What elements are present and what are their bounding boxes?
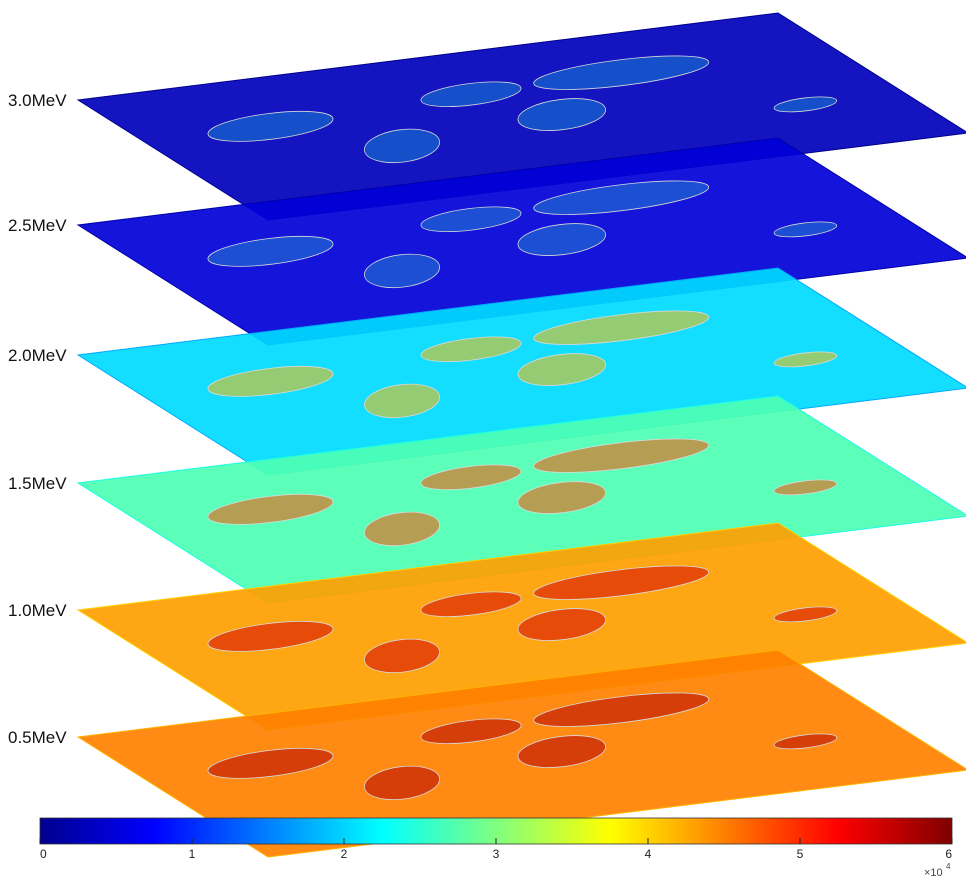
landmass <box>533 692 710 727</box>
colorbar-tick-label: 3 <box>493 847 500 861</box>
landmass <box>207 493 334 525</box>
landmass <box>364 383 440 419</box>
colorbar-tick-label: 2 <box>341 847 348 861</box>
layer-surface <box>76 137 966 346</box>
landmass <box>420 464 522 490</box>
layer-1.5MeV <box>76 395 966 604</box>
colorbar: 0 1 2 3 4 5 6 ×10 4 <box>39 817 953 878</box>
landmass <box>364 253 440 289</box>
layer-1.0MeV <box>76 522 966 731</box>
landmass <box>517 608 607 641</box>
layer-3.0MeV <box>76 12 966 221</box>
landmass <box>773 606 838 623</box>
colorbar-tick-label: 1 <box>189 847 196 861</box>
layer-label: 3.0MeV <box>8 91 67 110</box>
landmass <box>517 223 607 256</box>
colorbar-exponent: 4 <box>946 862 951 871</box>
colorbar-multiplier: ×10 <box>924 867 943 878</box>
layer-surface <box>76 12 966 221</box>
layer-2.0MeV <box>76 267 966 476</box>
landmass <box>517 735 607 768</box>
landmass <box>364 765 440 801</box>
layer-2.5MeV <box>76 137 966 346</box>
landmass <box>773 351 838 368</box>
layer-label: 1.0MeV <box>8 601 67 620</box>
landmass <box>207 110 334 142</box>
landmass <box>207 365 334 397</box>
colorbar-ticks: 0 1 2 3 4 5 6 <box>39 838 953 861</box>
layer-label: 1.5MeV <box>8 474 67 493</box>
landmass <box>517 353 607 386</box>
landmass <box>207 747 334 779</box>
landmass <box>773 733 838 750</box>
landmass <box>773 479 838 496</box>
layer-label: 2.5MeV <box>8 216 67 235</box>
layers-group <box>76 12 966 858</box>
landmass <box>420 206 522 232</box>
layer-labels: 3.0MeV 2.5MeV 2.0MeV 1.5MeV 1.0MeV 0.5MeV <box>8 91 67 747</box>
landmass <box>517 98 607 131</box>
layer-label: 0.5MeV <box>8 728 67 747</box>
landmass <box>420 336 522 362</box>
layer-label: 2.0MeV <box>8 346 67 365</box>
landmass <box>517 481 607 514</box>
colorbar-tick-label: 6 <box>945 847 952 861</box>
colorbar-tick-label: 4 <box>645 847 652 861</box>
landmass <box>207 235 334 267</box>
landmass <box>364 638 440 674</box>
layer-0.5MeV <box>76 649 966 858</box>
landmass <box>420 591 522 617</box>
landmass <box>533 55 710 90</box>
landmass <box>773 96 838 113</box>
landmass <box>420 81 522 107</box>
landmass <box>773 221 838 238</box>
landmass <box>533 438 710 473</box>
landmass <box>207 620 334 652</box>
colorbar-tick-label: 5 <box>797 847 804 861</box>
colorbar-tick-label: 0 <box>40 847 47 861</box>
landmass <box>533 565 710 600</box>
landmass <box>533 310 710 345</box>
landmass <box>420 718 522 744</box>
landmass <box>364 128 440 164</box>
landmass <box>364 511 440 547</box>
landmass <box>533 180 710 215</box>
